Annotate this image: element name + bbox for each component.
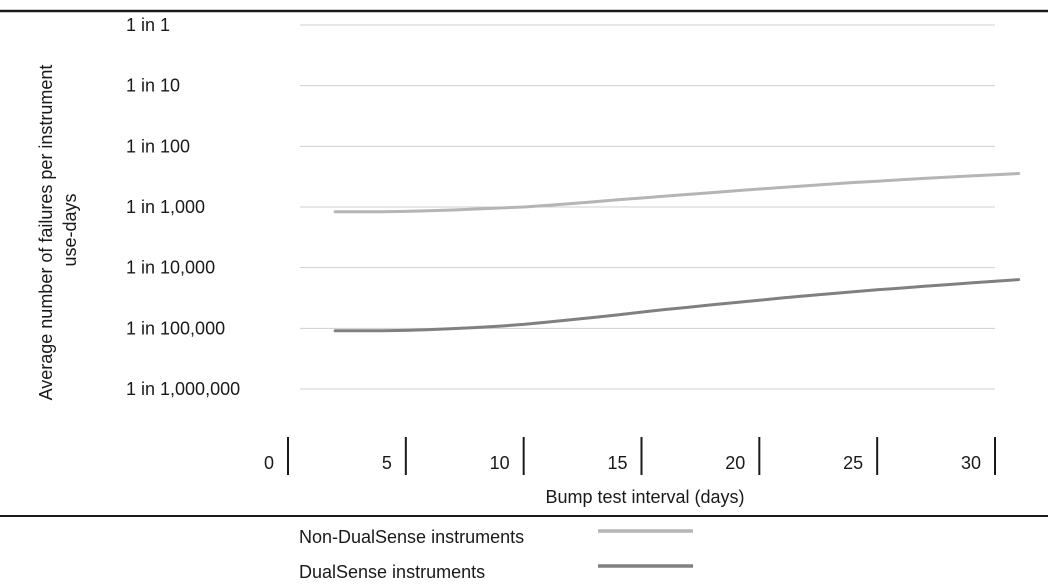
y-axis-title: Average number of failures per instrumen…	[36, 60, 80, 401]
series-line-0	[333, 172, 1021, 214]
x-tick-label: 20	[725, 453, 745, 473]
x-axis-title: Bump test interval (days)	[545, 487, 744, 507]
y-tick-label: 1 in 100,000	[126, 318, 225, 338]
x-tick-label: 5	[382, 453, 392, 473]
legend-label: Non-DualSense instruments	[299, 527, 524, 547]
x-tick-label: 15	[607, 453, 627, 473]
y-tick-label: 1 in 1,000,000	[126, 379, 240, 399]
legend-label: DualSense instruments	[299, 562, 485, 582]
y-tick-label: 1 in 10,000	[126, 258, 215, 278]
x-axis: 0 5 10 15 20 25 30	[264, 437, 996, 475]
y-tick-labels: 1 in 1 1 in 10 1 in 100 1 in 1,000 1 in 10,0…	[126, 15, 240, 399]
x-tick-label: 25	[843, 453, 863, 473]
legend: Non-DualSense instruments DualSense instr…	[299, 527, 693, 582]
x-tick-label: 0	[264, 453, 274, 473]
y-tick-label: 1 in 100	[126, 136, 190, 156]
gridlines	[300, 24, 995, 390]
y-tick-label: 1 in 10	[126, 76, 180, 96]
y-axis-title-line-2: use-days	[60, 193, 80, 266]
x-tick-label: 10	[490, 453, 510, 473]
x-tick-label: 30	[961, 453, 981, 473]
series-line-1	[333, 278, 1021, 333]
y-axis-title-line-1: Average number of failures per instrumen…	[36, 65, 56, 401]
y-tick-label: 1 in 1,000	[126, 197, 205, 217]
series-lines	[333, 172, 1021, 333]
y-tick-label: 1 in 1	[126, 15, 170, 35]
